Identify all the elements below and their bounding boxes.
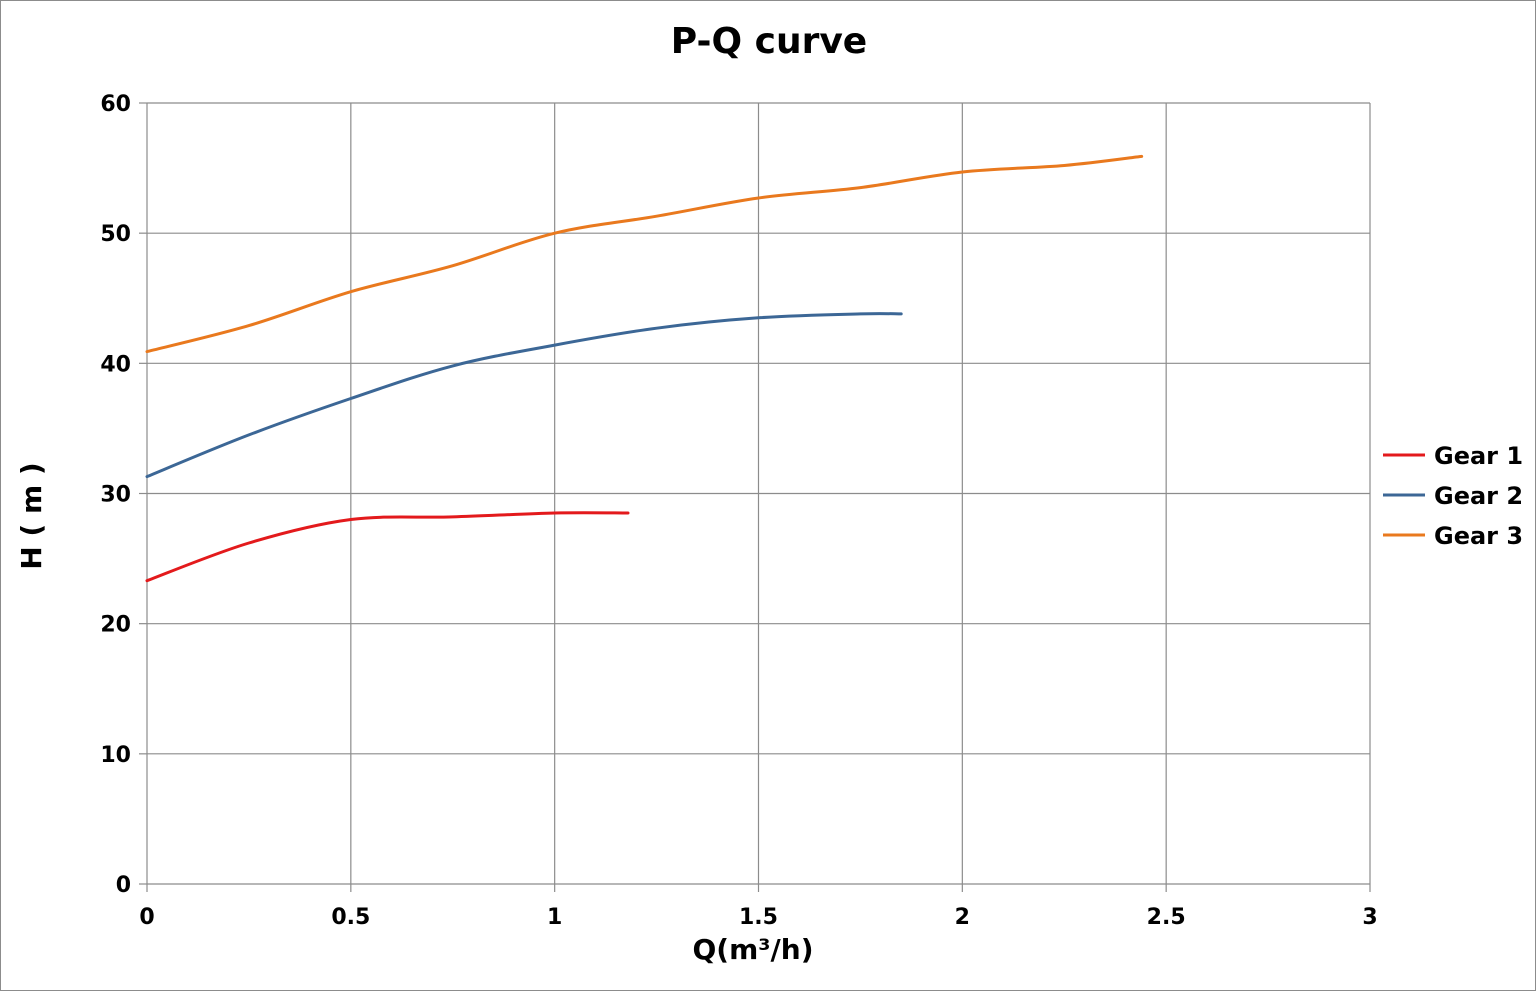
x-axis-title: Q(m³/h) bbox=[693, 933, 814, 966]
x-tick-label: 3 bbox=[1362, 905, 1377, 930]
series-line-gear-3 bbox=[145, 154, 1144, 354]
y-tick-label: 0 bbox=[116, 873, 131, 898]
y-tick-label: 10 bbox=[100, 743, 131, 768]
chart-title: P-Q curve bbox=[671, 21, 867, 62]
y-tick-label: 20 bbox=[100, 613, 131, 638]
y-tick-label: 40 bbox=[100, 352, 131, 377]
series-layer bbox=[145, 154, 1144, 583]
x-tick-label: 1 bbox=[547, 905, 562, 930]
series-line-gear-2 bbox=[145, 312, 903, 479]
x-tick-label: 0 bbox=[139, 905, 154, 930]
legend-label-gear-1: Gear 1 bbox=[1434, 442, 1523, 470]
y-tick-label: 30 bbox=[100, 483, 131, 508]
legend-label-gear-2: Gear 2 bbox=[1434, 482, 1523, 510]
y-axis-title: H ( m ) bbox=[15, 462, 48, 569]
y-tick-label: 60 bbox=[100, 92, 131, 117]
legend-label-gear-3: Gear 3 bbox=[1434, 522, 1523, 550]
y-tick-label: 50 bbox=[100, 222, 131, 247]
x-tick-label: 2.5 bbox=[1147, 905, 1186, 930]
grid-layer bbox=[146, 102, 1371, 885]
axis-layer: 0 10 20 30 40 50 60 0 0.5 1 1.5 2 2.5 3 bbox=[100, 92, 1377, 930]
series-line-gear-1 bbox=[145, 511, 630, 583]
x-tick-label: 2 bbox=[955, 905, 970, 930]
x-tick-label: 1.5 bbox=[739, 905, 778, 930]
legend: Gear 1 Gear 2 Gear 3 bbox=[1383, 442, 1523, 550]
x-tick-label: 0.5 bbox=[331, 905, 370, 930]
